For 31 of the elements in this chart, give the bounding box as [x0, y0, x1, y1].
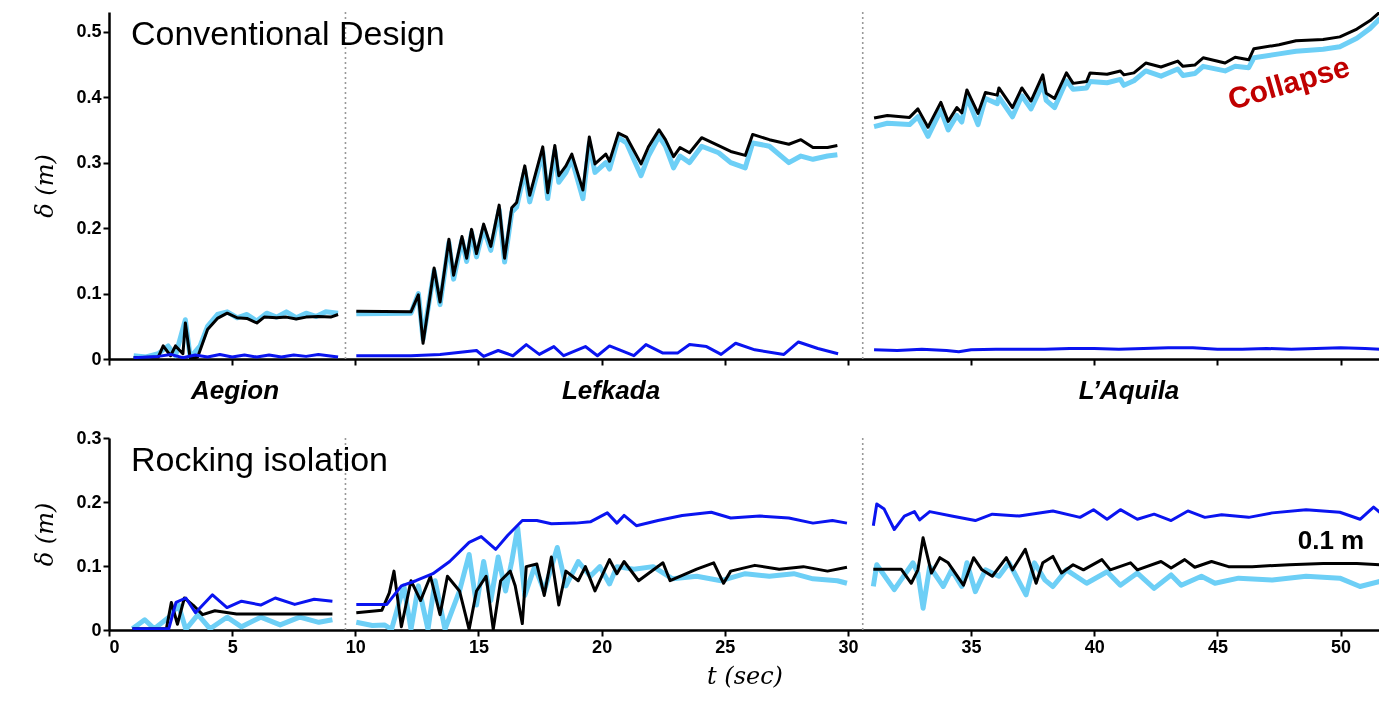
annotation: Rocking isolation — [131, 440, 389, 478]
annotation: Conventional Design — [131, 14, 445, 52]
y-tick-label: 0.3 — [76, 427, 102, 448]
annotation: 0.1 m — [1297, 525, 1365, 555]
y-tick-label: 0.5 — [76, 21, 102, 42]
x-tick-label: 40 — [1084, 636, 1105, 657]
y-tick-label: 0 — [91, 619, 102, 640]
x-tick-label: 30 — [838, 636, 859, 657]
y-axis-title: δ (m) — [31, 502, 60, 567]
x-tick-label: 5 — [227, 636, 238, 657]
x-axis-title: t (sec) — [707, 661, 783, 690]
x-tick-label: 20 — [592, 636, 613, 657]
text: L’Aquila — [1078, 375, 1180, 405]
y-tick-label: 0.3 — [76, 152, 102, 173]
x-tick-label: 15 — [468, 636, 489, 657]
x-tick-label: 45 — [1207, 636, 1228, 657]
y-tick-label: 0.1 — [76, 283, 102, 304]
y-tick-label: 0.1 — [76, 555, 102, 576]
annotation: Collapse — [1223, 49, 1354, 116]
y-tick-label: 0.2 — [76, 217, 102, 238]
x-tick-label: 35 — [961, 636, 982, 657]
y-tick-label: 0.2 — [76, 491, 102, 512]
y-tick-label: 0.4 — [76, 86, 102, 107]
text: Lefkada — [561, 375, 661, 405]
x-tick-label: 0 — [109, 636, 120, 657]
x-tick-label: 50 — [1331, 636, 1352, 657]
y-axis-title: δ (m) — [31, 154, 60, 218]
x-tick-label: 25 — [715, 636, 736, 657]
text: Aegion — [189, 375, 280, 405]
x-tick-label: 10 — [345, 636, 366, 657]
y-tick-label: 0 — [91, 348, 102, 369]
